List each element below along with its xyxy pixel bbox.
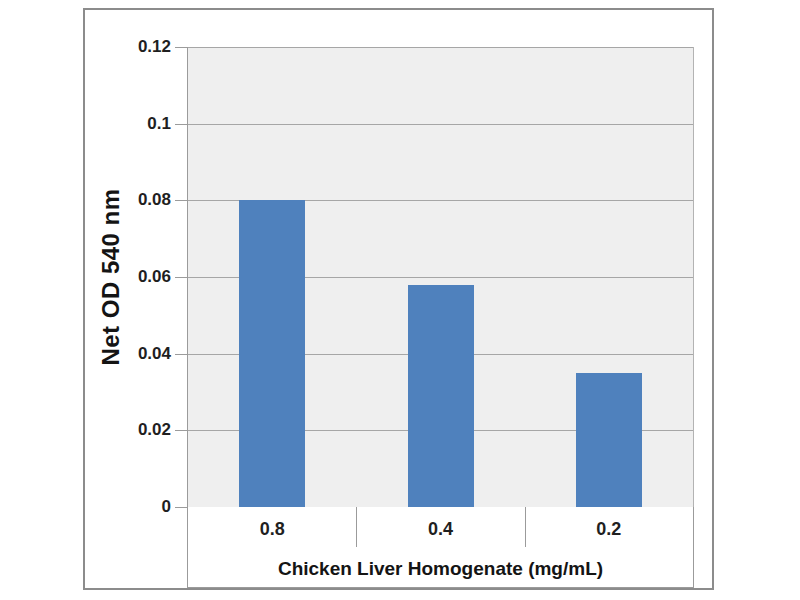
- y-tick-label: 0.08: [138, 190, 171, 210]
- y-axis-tick: [175, 47, 187, 48]
- y-tick-label: 0.04: [138, 344, 171, 364]
- x-axis-label-area: Chicken Liver Homogenate (mg/mL) 0.80.40…: [187, 507, 694, 588]
- plot-area: [187, 47, 694, 508]
- y-axis-tick: [175, 430, 187, 431]
- x-axis-title: Chicken Liver Homogenate (mg/mL): [188, 558, 693, 580]
- y-tick-label: 0.12: [138, 37, 171, 57]
- x-category-label: 0.2: [525, 519, 693, 540]
- gridline: [188, 47, 693, 48]
- chart-canvas: Net OD 540 nm 00.020.040.060.080.10.12 C…: [0, 0, 800, 600]
- y-tick-label: 0: [162, 497, 171, 517]
- y-axis-tick: [175, 277, 187, 278]
- x-axis-tick: [356, 507, 357, 547]
- chart-frame: Net OD 540 nm 00.020.040.060.080.10.12 C…: [83, 8, 714, 590]
- x-axis-tick: [525, 507, 526, 547]
- y-axis-tick: [175, 507, 187, 508]
- y-tick-label: 0.1: [147, 114, 171, 134]
- y-tick-label: 0.02: [138, 420, 171, 440]
- bar: [239, 200, 305, 507]
- x-category-label: 0.4: [356, 519, 524, 540]
- y-axis-labels: 00.020.040.060.080.10.12: [85, 47, 181, 507]
- y-axis-tick: [175, 354, 187, 355]
- y-tick-label: 0.06: [138, 267, 171, 287]
- y-axis-tick: [175, 200, 187, 201]
- x-category-label: 0.8: [188, 519, 356, 540]
- bar: [408, 285, 474, 507]
- y-axis-tick: [175, 124, 187, 125]
- bar: [576, 373, 642, 507]
- gridline: [188, 124, 693, 125]
